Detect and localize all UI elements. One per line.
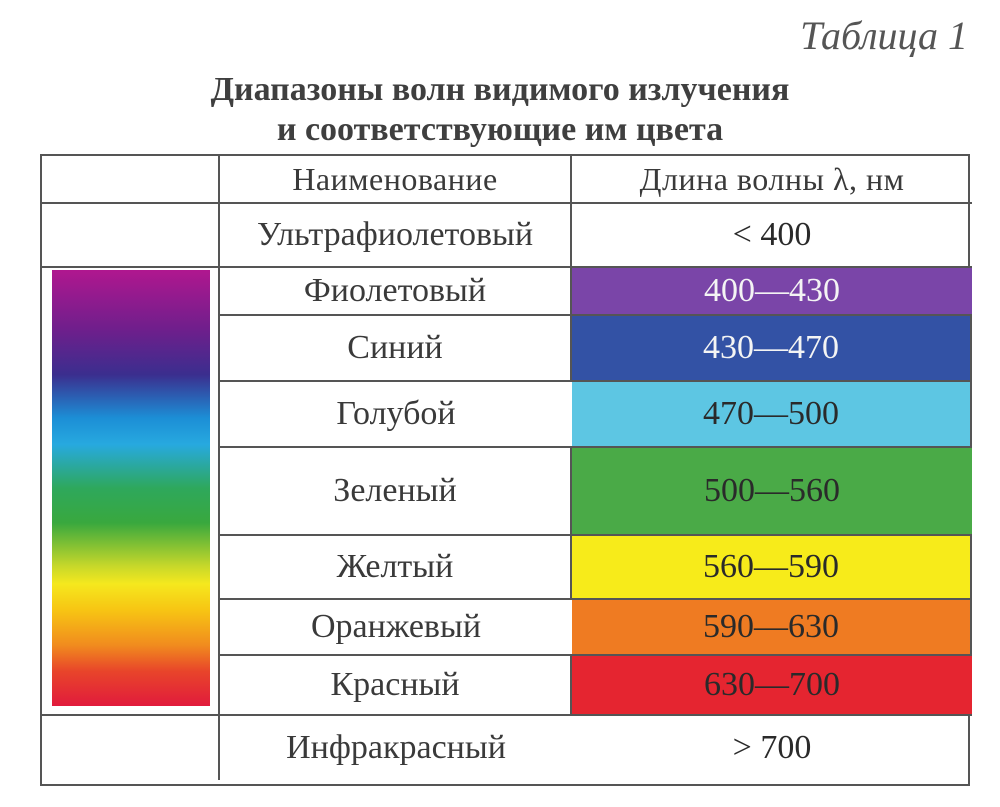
row-range-green: 500—560 (572, 448, 972, 536)
row-range-blue: 430—470 (572, 316, 972, 382)
row-name-infrared: Инфракрасный (286, 729, 506, 766)
row-range-yellow: 560—590 (572, 536, 972, 600)
row-range-red: 630—700 (572, 656, 972, 716)
row-range-infrared: > 700 (732, 729, 812, 766)
row-range-orange: 590—630 (572, 600, 972, 656)
header-wavelength: Длина волны λ, нм (572, 156, 972, 204)
row-name-violet: Фиолетовый (220, 268, 572, 316)
lead-cell-infrared (42, 716, 220, 780)
row-name-red: Красный (220, 656, 572, 716)
row-name-cyan: Голубой (220, 382, 572, 448)
row-name-ultraviolet: Ультрафиолетовый (220, 204, 572, 268)
lead-cell-ultraviolet (42, 204, 220, 268)
header-blank-cell (42, 156, 220, 204)
row-range-ultraviolet: < 400 (572, 204, 972, 268)
table-title: Диапазоны волн видимого излучения и соот… (0, 70, 1000, 150)
row-name-blue: Синий (220, 316, 572, 382)
table-title-line-1: Диапазоны волн видимого излучения (210, 71, 790, 108)
row-range-cyan: 470—500 (572, 382, 972, 448)
row-name-orange: Оранжевый (220, 600, 572, 656)
row-range-violet: 400—430 (572, 268, 972, 316)
header-name: Наименование (220, 156, 572, 204)
wavelength-table: Наименование Длина волны λ, нм Ультрафио… (40, 154, 972, 786)
row-name-yellow: Желтый (220, 536, 572, 600)
table-number: Таблица 1 (800, 13, 968, 58)
spectrum-gradient (52, 270, 210, 706)
table-title-line-2: и соответствующие им цвета (276, 111, 724, 148)
row-name-green: Зеленый (220, 448, 572, 536)
